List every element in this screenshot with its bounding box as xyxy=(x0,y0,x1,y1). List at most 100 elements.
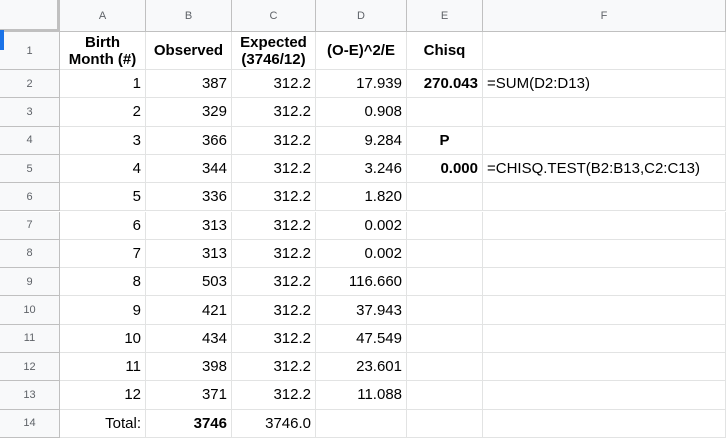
cell-f[interactable]: =CHISQ.TEST(B2:B13,C2:C13) xyxy=(483,154,726,184)
cell-d[interactable]: 23.601 xyxy=(316,353,407,382)
cell-e[interactable]: 270.043 xyxy=(407,70,483,99)
header-cell-b[interactable]: Observed xyxy=(146,32,232,70)
row-header[interactable]: 2 xyxy=(0,70,60,99)
cell-f[interactable] xyxy=(483,268,726,297)
cell-a[interactable]: 3 xyxy=(60,126,146,155)
cell-b[interactable]: 313 xyxy=(146,239,232,269)
cell-d[interactable]: 0.002 xyxy=(316,211,407,240)
column-header-e[interactable]: E xyxy=(407,0,483,32)
header-cell-a[interactable]: Birth Month (#) xyxy=(60,32,146,70)
cell-c[interactable]: 312.2 xyxy=(232,98,316,127)
cell-b[interactable]: 421 xyxy=(146,296,232,325)
cell-c[interactable]: 312.2 xyxy=(232,211,316,240)
cell-a[interactable]: 7 xyxy=(60,239,146,269)
cell-d[interactable]: 0.002 xyxy=(316,239,407,269)
cell-d[interactable]: 0.908 xyxy=(316,98,407,127)
cell-b[interactable]: 398 xyxy=(146,353,232,382)
cell-e[interactable] xyxy=(407,381,483,410)
cell-f[interactable] xyxy=(483,409,726,438)
cell-e[interactable]: P xyxy=(407,126,483,155)
cell-c[interactable]: 312.2 xyxy=(232,324,316,353)
row-header[interactable]: 14 xyxy=(0,409,60,438)
cell-c[interactable]: 312.2 xyxy=(232,268,316,297)
cell-d[interactable]: 37.943 xyxy=(316,296,407,325)
cell-a[interactable]: 12 xyxy=(60,381,146,410)
row-header[interactable]: 13 xyxy=(0,381,60,410)
cell-e[interactable] xyxy=(407,268,483,297)
cell-f[interactable] xyxy=(483,183,726,212)
cell-f[interactable] xyxy=(483,98,726,127)
cell-d[interactable]: 1.820 xyxy=(316,183,407,212)
cell-a[interactable]: 11 xyxy=(60,353,146,382)
cell-f[interactable] xyxy=(483,353,726,382)
cell-e[interactable] xyxy=(407,98,483,127)
row-header[interactable]: 8 xyxy=(0,239,60,269)
cell-e[interactable] xyxy=(407,353,483,382)
cell-c[interactable]: 312.2 xyxy=(232,353,316,382)
cell-a[interactable]: 9 xyxy=(60,296,146,325)
column-header-c[interactable]: C xyxy=(232,0,316,32)
cell-e[interactable] xyxy=(407,296,483,325)
cell-c[interactable]: 312.2 xyxy=(232,70,316,99)
cell-b[interactable]: 3746 xyxy=(146,409,232,438)
cell-a[interactable]: 5 xyxy=(60,183,146,212)
cell-f[interactable] xyxy=(483,239,726,269)
header-cell-d[interactable]: (O-E)^2/E xyxy=(316,32,407,70)
cell-b[interactable]: 434 xyxy=(146,324,232,353)
row-header[interactable]: 10 xyxy=(0,296,60,325)
cell-f[interactable] xyxy=(483,211,726,240)
select-all-corner[interactable] xyxy=(0,0,60,32)
cell-a[interactable]: 10 xyxy=(60,324,146,353)
row-header[interactable]: 11 xyxy=(0,324,60,353)
cell-d[interactable]: 3.246 xyxy=(316,154,407,184)
cell-d[interactable]: 11.088 xyxy=(316,381,407,410)
cell-b[interactable]: 329 xyxy=(146,98,232,127)
cell-c[interactable]: 312.2 xyxy=(232,126,316,155)
cell-e[interactable] xyxy=(407,409,483,438)
cell-f[interactable] xyxy=(483,324,726,353)
column-header-f[interactable]: F xyxy=(483,0,726,32)
row-header[interactable]: 5 xyxy=(0,154,60,184)
row-header[interactable]: 3 xyxy=(0,98,60,127)
cell-f[interactable] xyxy=(483,381,726,410)
cell-b[interactable]: 387 xyxy=(146,70,232,99)
column-header-d[interactable]: D xyxy=(316,0,407,32)
cell-e[interactable] xyxy=(407,324,483,353)
cell-a[interactable]: Total: xyxy=(60,409,146,438)
cell-b[interactable]: 344 xyxy=(146,154,232,184)
row-header[interactable]: 7 xyxy=(0,211,60,240)
cell-c[interactable]: 312.2 xyxy=(232,183,316,212)
row-header[interactable]: 12 xyxy=(0,353,60,382)
header-cell-f[interactable] xyxy=(483,32,726,70)
cell-e[interactable]: 0.000 xyxy=(407,154,483,184)
cell-c[interactable]: 312.2 xyxy=(232,381,316,410)
cell-f[interactable] xyxy=(483,126,726,155)
row-header[interactable]: 9 xyxy=(0,268,60,297)
header-cell-e[interactable]: Chisq xyxy=(407,32,483,70)
cell-d[interactable]: 116.660 xyxy=(316,268,407,297)
cell-a[interactable]: 1 xyxy=(60,70,146,99)
cell-a[interactable]: 8 xyxy=(60,268,146,297)
cell-a[interactable]: 4 xyxy=(60,154,146,184)
cell-b[interactable]: 366 xyxy=(146,126,232,155)
row-header[interactable]: 1 xyxy=(0,32,60,70)
cell-d[interactable]: 47.549 xyxy=(316,324,407,353)
cell-b[interactable]: 371 xyxy=(146,381,232,410)
cell-d[interactable] xyxy=(316,409,407,438)
cell-c[interactable]: 312.2 xyxy=(232,239,316,269)
cell-b[interactable]: 336 xyxy=(146,183,232,212)
column-header-a[interactable]: A xyxy=(60,0,146,32)
cell-d[interactable]: 9.284 xyxy=(316,126,407,155)
cell-c[interactable]: 312.2 xyxy=(232,296,316,325)
cell-f[interactable] xyxy=(483,296,726,325)
cell-f[interactable]: =SUM(D2:D13) xyxy=(483,70,726,99)
cell-c[interactable]: 3746.0 xyxy=(232,409,316,438)
row-header[interactable]: 4 xyxy=(0,126,60,155)
cell-b[interactable]: 313 xyxy=(146,211,232,240)
column-header-b[interactable]: B xyxy=(146,0,232,32)
cell-e[interactable] xyxy=(407,211,483,240)
cell-a[interactable]: 6 xyxy=(60,211,146,240)
cell-e[interactable] xyxy=(407,183,483,212)
cell-e[interactable] xyxy=(407,239,483,269)
cell-c[interactable]: 312.2 xyxy=(232,154,316,184)
